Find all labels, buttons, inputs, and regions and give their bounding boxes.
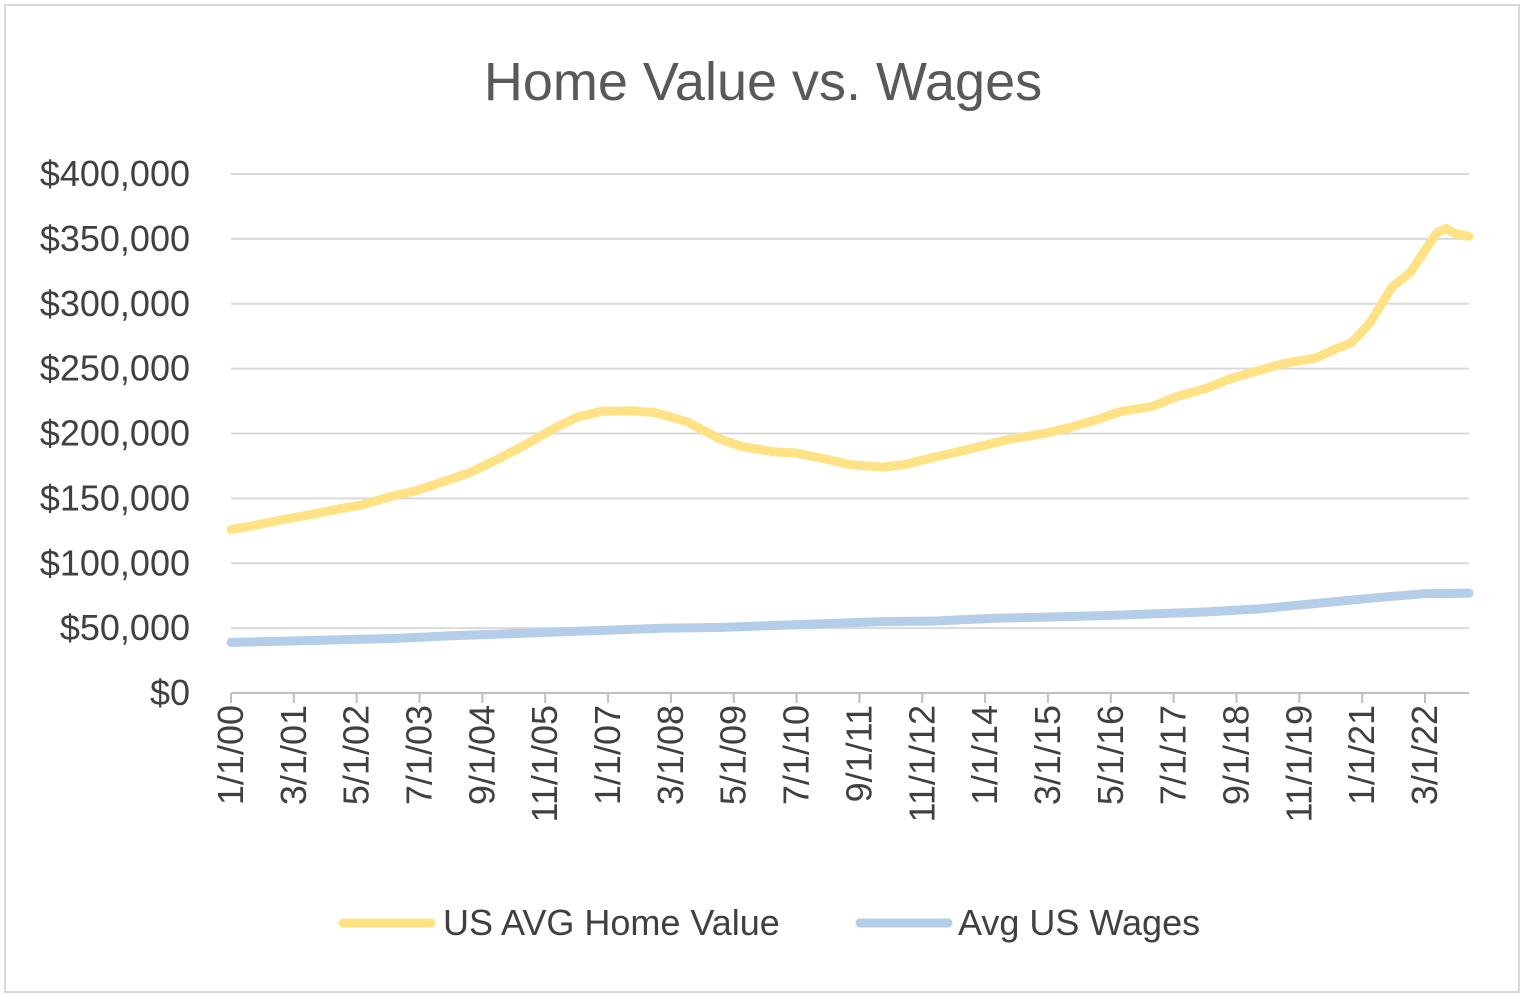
- x-tick-label: 11/1/05: [524, 705, 565, 822]
- legend: US AVG Home Value Avg US Wages: [338, 902, 1200, 943]
- y-tick-label: $50,000: [60, 607, 190, 648]
- wages-line: [226, 588, 1474, 647]
- x-tick-label: 1/1/07: [587, 705, 628, 805]
- x-tick-label: 7/1/10: [776, 705, 817, 805]
- grid-layer: $0 $50,000 $100,000 $150,000 $200,000 $250,00…: [40, 153, 1469, 713]
- x-tick-label: 3/1/15: [1027, 705, 1068, 805]
- x-tick-label: 5/1/02: [336, 705, 377, 805]
- y-tick-label: $150,000: [40, 477, 190, 518]
- home-value-line: [226, 224, 1474, 534]
- y-tick-label: $0: [150, 672, 190, 713]
- x-tick-label: 1/1/21: [1341, 705, 1382, 805]
- legend-label-home-value: US AVG Home Value: [443, 902, 780, 943]
- y-tick-label: $300,000: [40, 283, 190, 324]
- x-tick-label: 5/1/16: [1090, 705, 1131, 805]
- y-tick-label: $400,000: [40, 153, 190, 194]
- x-tick-label: 9/1/11: [838, 705, 879, 802]
- x-tick-label: 3/1/01: [273, 705, 314, 805]
- y-tick-label: $200,000: [40, 413, 190, 454]
- x-tick-label: 7/1/03: [399, 705, 440, 805]
- y-tick-label: $100,000: [40, 542, 190, 583]
- x-tick-label: 9/1/04: [461, 705, 502, 805]
- y-tick-label: $250,000: [40, 348, 190, 389]
- x-tick-label: 1/1/14: [964, 705, 1005, 805]
- x-tick-label: 3/1/08: [650, 705, 691, 805]
- x-tick-label: 9/1/18: [1216, 705, 1257, 805]
- series-layer: [226, 224, 1474, 647]
- x-tick-label: 11/1/19: [1278, 705, 1319, 822]
- x-tick-label: 11/1/12: [901, 705, 942, 822]
- x-tick-label: 5/1/09: [713, 705, 754, 805]
- x-tick-label: 7/1/17: [1153, 705, 1194, 805]
- y-tick-label: $350,000: [40, 218, 190, 259]
- legend-label-wages: Avg US Wages: [958, 902, 1200, 943]
- x-tick-label: 1/1/00: [210, 705, 251, 805]
- axis-layer: 1/1/00 3/1/01 5/1/02 7/1/03 9/1/04 11/1/05 1/1…: [210, 692, 1469, 822]
- chart-title: Home Value vs. Wages: [484, 52, 1042, 112]
- x-tick-label: 3/1/22: [1404, 705, 1445, 805]
